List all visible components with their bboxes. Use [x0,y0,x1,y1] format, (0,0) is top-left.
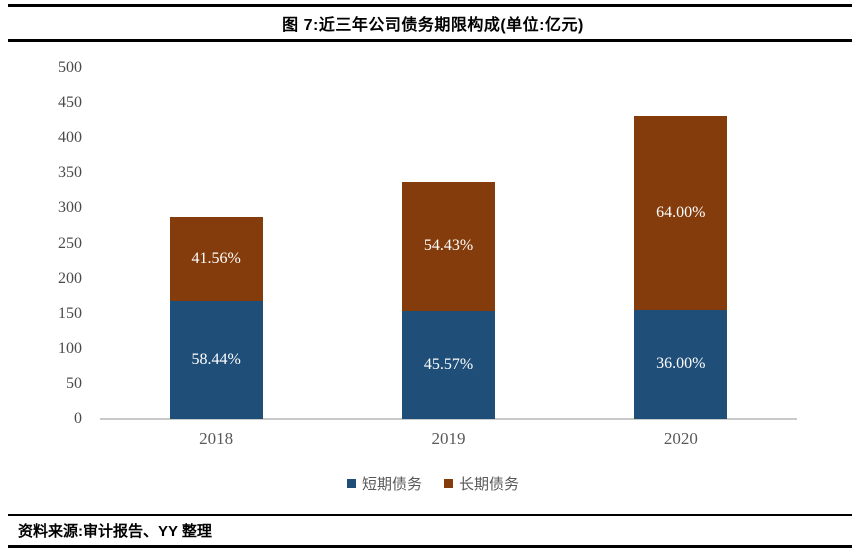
bar-segment-long-term: 64.00% [634,115,728,310]
y-tick-label: 150 [58,304,82,322]
bar-segment-short-term: 36.00% [634,309,728,419]
legend-item-short-term-debt: 短期债务 [346,473,422,494]
percent-label: 64.00% [656,203,706,221]
legend-label: 短期债务 [361,477,422,493]
y-tick-label: 300 [58,199,82,217]
percent-label: 36.00% [656,355,706,373]
legend-swatch-icon [346,479,356,488]
title-top-rule [8,4,852,7]
percent-label: 54.43% [423,237,474,255]
percent-label: 41.56% [191,249,241,267]
percent-label: 58.44% [191,350,241,368]
y-tick-label: 400 [58,129,82,147]
y-tick-label: 500 [58,59,82,76]
x-axis-label: 2020 [663,429,698,448]
chart-legend: 短期债务 长期债务 [0,473,866,494]
x-axis-label: 2018 [199,429,234,448]
bar-segment-short-term: 45.57% [402,310,495,419]
legend-label: 长期债务 [459,477,520,493]
y-tick-label: 50 [66,374,82,392]
legend-item-long-term-debt: 长期债务 [444,473,519,494]
bar-segment-long-term: 41.56% [169,216,263,301]
bar-segment-long-term: 54.43% [402,181,495,311]
legend-swatch-icon [444,479,453,488]
source-bottom-rule [8,545,852,548]
x-axis-label: 2019 [431,429,466,448]
bar-segment-short-term: 58.44% [169,300,263,419]
y-tick-label: 200 [58,269,82,287]
y-tick-label: 0 [74,410,82,427]
percent-label: 45.57% [423,355,474,373]
source-top-rule [8,514,852,516]
y-tick-label: 350 [58,164,82,182]
title-bottom-rule [8,39,852,42]
y-tick-label: 100 [58,339,82,357]
figure-title: 图 7:近三年公司债务期限构成(单位:亿元) [282,17,584,34]
x-axis-line [100,418,797,420]
y-tick-label: 250 [58,234,82,252]
y-tick-label: 450 [58,94,82,112]
source-note: 资料来源:审计报告、YY 整理 [18,523,212,540]
